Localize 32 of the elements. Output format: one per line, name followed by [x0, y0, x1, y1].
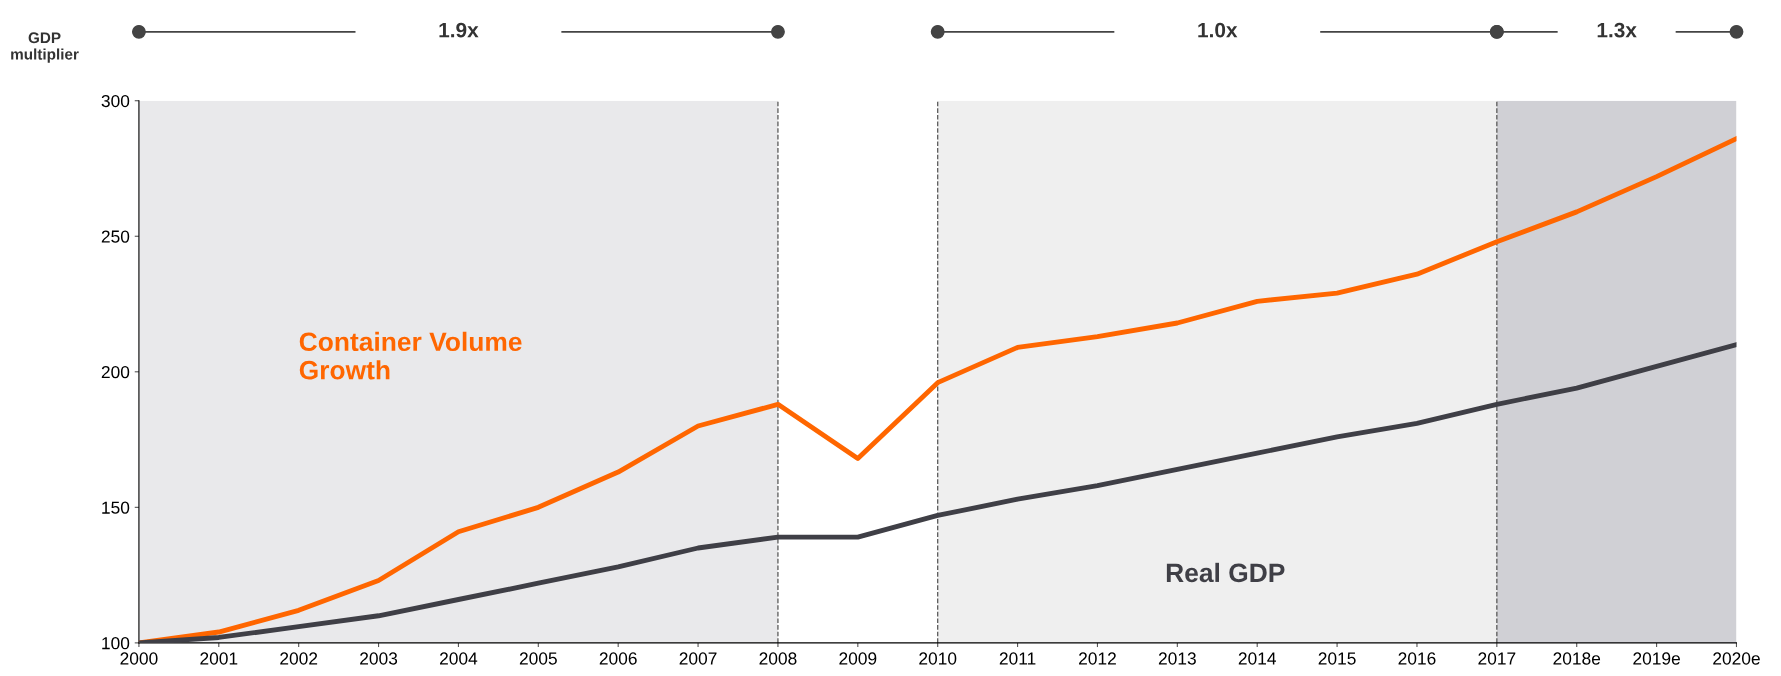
x-tick-label: 2008: [759, 652, 797, 665]
x-tick-label: 2005: [519, 652, 557, 665]
x-tick-label: 2011: [999, 652, 1036, 665]
x-tick-label: 2000: [120, 652, 158, 665]
x-tick-label: 2015: [1318, 652, 1356, 665]
text: Real GDP: [1166, 562, 1285, 583]
x-tick-label: 2001: [200, 652, 238, 665]
x-tick-label: 2019e: [1633, 652, 1680, 665]
x-tick-label: 2018e: [1553, 652, 1601, 665]
x-tick-label: 2003: [360, 652, 398, 665]
x-tick-label: 2007: [679, 652, 717, 665]
x-tick-label: 2009: [839, 652, 877, 665]
text: GDP multiplier: [11, 32, 79, 63]
text: 1.3x: [1597, 22, 1637, 38]
x-tick-label: 2012: [1079, 652, 1116, 665]
x-tick-label: 2017: [1478, 652, 1516, 665]
y-tick-label: 100: [102, 637, 130, 650]
y-tick-label: 200: [101, 365, 130, 379]
text: 1.9x: [439, 22, 479, 38]
x-tick-label: 2016: [1398, 652, 1436, 665]
x-tick-label: 2014: [1238, 652, 1277, 665]
x-tick-label: 2020e: [1713, 652, 1760, 665]
y-tick-label: 250: [101, 230, 130, 243]
text: Container Volume Growth: [299, 331, 522, 380]
text: 1.0x: [1198, 22, 1238, 38]
x-tick-label: 2010: [919, 652, 957, 665]
y-tick-label: 300: [101, 94, 130, 108]
x-tick-label: 2013: [1158, 652, 1196, 665]
x-tick-label: 2002: [280, 652, 318, 665]
x-tick-label: 2004: [439, 652, 478, 665]
y-tick-label: 150: [102, 501, 130, 514]
x-tick-label: 2006: [599, 652, 637, 665]
